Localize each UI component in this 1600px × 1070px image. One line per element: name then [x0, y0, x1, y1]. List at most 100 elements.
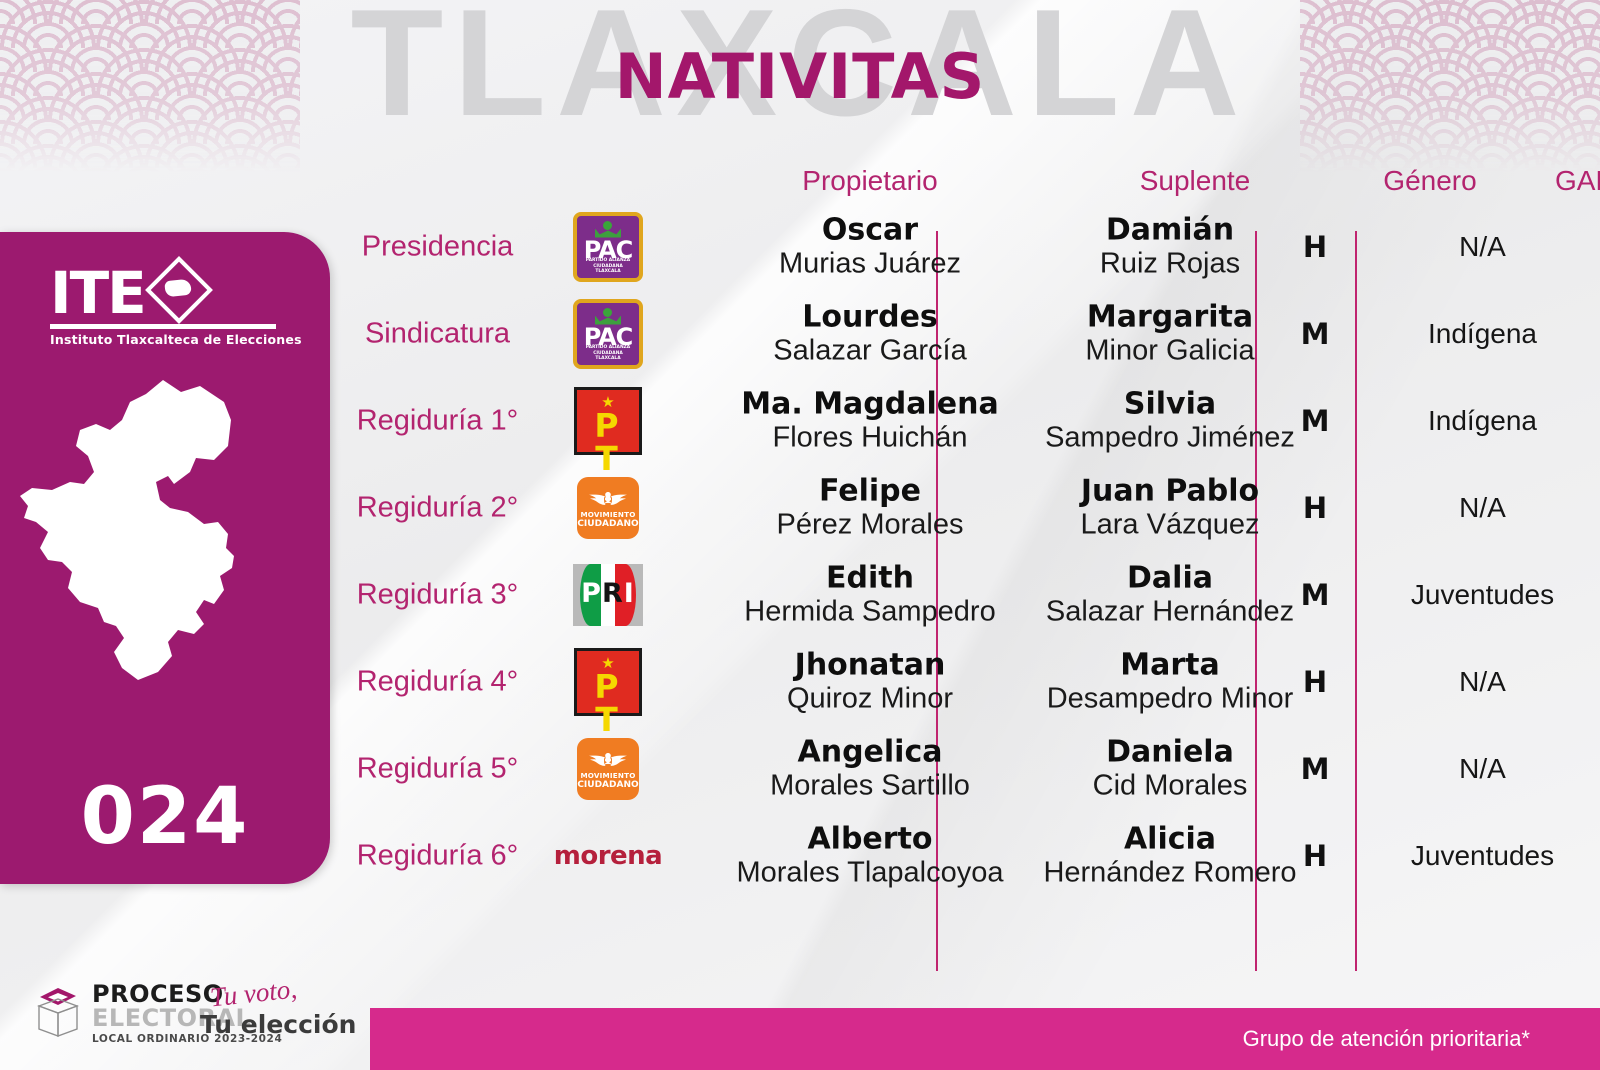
suplente-first-name: Juan Pablo	[1080, 472, 1260, 508]
cargo-label: Regiduría 2°	[356, 491, 519, 523]
cargo-label: Regiduría 6°	[356, 839, 519, 871]
propietario-name: Ma. Magdalena Flores Huichán	[670, 385, 1070, 454]
table-row: Sindicatura PAC PARTIDO ALIANZA CIUDADANA T…	[330, 290, 1600, 377]
pac-logo-icon: PAC PARTIDO ALIANZA CIUDADANA TLAXCALA	[573, 211, 643, 282]
pac-logo-icon: PAC PARTIDO ALIANZA CIUDADANA TLAXCALA	[573, 298, 643, 369]
column-header-suplente: Suplente	[1139, 165, 1251, 196]
suplente-first-name: Margarita	[1086, 298, 1254, 334]
suplente-last-name: Sampedro Jiménez	[1045, 421, 1295, 454]
gap-value: Juventudes	[1410, 578, 1555, 610]
ite-logo-subtitle: Instituto Tlaxcalteca de Elecciones	[50, 332, 302, 347]
genero-value: H	[1302, 490, 1328, 525]
party-logo-cell: ★ P T	[552, 643, 664, 736]
table-row: Regiduría 5° MOVIMIENTO CIUDADANO Angelica M…	[330, 725, 1600, 812]
party-logo-cell: MOVIMIENTO CIUDADANO	[552, 469, 664, 547]
suplente-last-name: Lara Vázquez	[1080, 508, 1260, 541]
genero-value: M	[1300, 751, 1330, 786]
movimiento-ciudadano-logo-icon: MOVIMIENTO CIUDADANO	[577, 476, 639, 539]
suplente-last-name: Minor Galicia	[1085, 334, 1255, 367]
propietario-first-name: Felipe	[818, 472, 921, 508]
party-logo-cell: MOVIMIENTO CIUDADANO	[552, 730, 664, 808]
genero-value: M	[1300, 577, 1330, 612]
gap-value: N/A	[1459, 665, 1506, 697]
suplente-name: Alicia Hernández Romero	[970, 820, 1370, 889]
genero-value: M	[1300, 316, 1330, 351]
slogan-line-1: Tu voto,	[208, 973, 299, 1013]
propietario-last-name: Hermida Sampedro	[744, 595, 996, 628]
party-logo-cell: morena	[552, 817, 664, 895]
propietario-last-name: Flores Huichán	[772, 421, 968, 454]
cargo-label: Regiduría 1°	[356, 404, 519, 436]
gap-value: Indígena	[1428, 404, 1537, 436]
ite-logo: ITE Instituto Tlaxcalteca de Elecciones	[50, 256, 302, 347]
party-logo-cell: PRI	[552, 556, 664, 634]
propietario-name: Felipe Pérez Morales	[670, 472, 1070, 541]
propietario-last-name: Morales Tlapalcoyoa	[736, 856, 1004, 889]
wave-pattern-left-icon	[0, 0, 300, 172]
propietario-last-name: Salazar García	[773, 334, 967, 367]
slogan: Tu voto, Tu elección	[200, 974, 400, 1048]
table-row: Regiduría 6° morena Alberto Morales Tlapalc…	[330, 812, 1600, 899]
suplente-last-name: Salazar Hernández	[1045, 595, 1295, 628]
column-header-genero: Género	[1383, 165, 1477, 196]
propietario-first-name: Angelica	[797, 733, 943, 769]
column-divider-1	[936, 231, 938, 971]
propietario-last-name: Quiroz Minor	[787, 682, 953, 715]
proceso-line-3: LOCAL ORDINARIO 2023-2024	[92, 1033, 283, 1046]
slogan-line-2: Tu elección	[200, 1010, 357, 1039]
propietario-name: Jhonatan Quiroz Minor	[670, 646, 1070, 715]
suplente-name: Damián Ruiz Rojas	[970, 211, 1370, 280]
pri-logo-icon: PRI	[573, 563, 643, 626]
municipality-number: 024	[80, 772, 250, 862]
suplente-name: Margarita Minor Galicia	[970, 298, 1370, 367]
genero-value: H	[1302, 838, 1328, 873]
propietario-first-name: Jhonatan	[794, 646, 946, 682]
genero-value: H	[1302, 229, 1328, 264]
suplente-last-name: Hernández Romero	[1043, 856, 1297, 889]
cargo-label: Presidencia	[361, 230, 514, 262]
table-row: Presidencia PAC PARTIDO ALIANZA CIUDADANA T…	[330, 203, 1600, 290]
ballot-box-icon	[36, 988, 80, 1038]
table-row: Regiduría 2° MOVIMIENTO CIUDADANO Felipe Pér…	[330, 464, 1600, 551]
propietario-first-name: Ma. Magdalena	[741, 385, 999, 421]
suplente-first-name: Dalia	[1127, 559, 1213, 595]
suplente-last-name: Cid Morales	[1092, 769, 1248, 802]
gap-footnote: Grupo de atención prioritaria*	[1242, 1026, 1530, 1051]
gap-value: N/A	[1459, 752, 1506, 784]
propietario-first-name: Alberto	[807, 820, 933, 856]
cargo-label: Sindicatura	[364, 317, 511, 349]
page-title: NATIVITAS	[614, 40, 986, 113]
column-header-propietario: Propietario	[802, 165, 938, 196]
propietario-name: Edith Hermida Sampedro	[670, 560, 1070, 628]
propietario-last-name: Murias Juárez	[778, 247, 962, 280]
suplente-name: Daniela Cid Morales	[970, 733, 1370, 802]
propietario-name: Oscar Murias Juárez	[670, 211, 1070, 280]
ite-diamond-icon	[144, 256, 213, 324]
suplente-last-name: Ruiz Rojas	[1099, 247, 1241, 280]
movimiento-ciudadano-logo-icon: MOVIMIENTO CIUDADANO	[577, 737, 639, 800]
morena-logo-icon: morena	[553, 840, 663, 871]
proceso-line-1: PROCESO	[92, 980, 224, 1008]
wave-pattern-right-icon	[1300, 0, 1600, 172]
party-logo-cell: PAC PARTIDO ALIANZA CIUDADANA TLAXCALA	[552, 208, 664, 286]
ite-logo-word: ITE	[50, 259, 147, 328]
suplente-first-name: Daniela	[1106, 733, 1234, 769]
propietario-first-name: Oscar	[821, 211, 919, 247]
column-header-gap: GAP*	[1554, 165, 1600, 196]
propietario-first-name: Lourdes	[802, 298, 938, 334]
suplente-first-name: Damián	[1105, 211, 1235, 247]
suplente-first-name: Silvia	[1123, 385, 1217, 421]
pt-logo-icon: ★ P T	[574, 647, 642, 736]
cargo-label: Regiduría 3°	[356, 578, 519, 610]
suplente-first-name: Alicia	[1123, 820, 1217, 856]
party-logo-cell: ★ P T	[552, 382, 664, 475]
suplente-name: Dalia Salazar Hernández	[970, 559, 1370, 628]
propietario-name: Angelica Morales Sartillo	[670, 733, 1070, 802]
suplente-name: Silvia Sampedro Jiménez	[970, 385, 1370, 454]
ite-logo-rule	[50, 324, 276, 329]
suplente-last-name: Desampedro Minor	[1046, 682, 1294, 715]
cargo-label: Regiduría 5°	[356, 752, 519, 784]
gap-value: N/A	[1459, 491, 1506, 523]
gap-value: Juventudes	[1410, 839, 1555, 871]
